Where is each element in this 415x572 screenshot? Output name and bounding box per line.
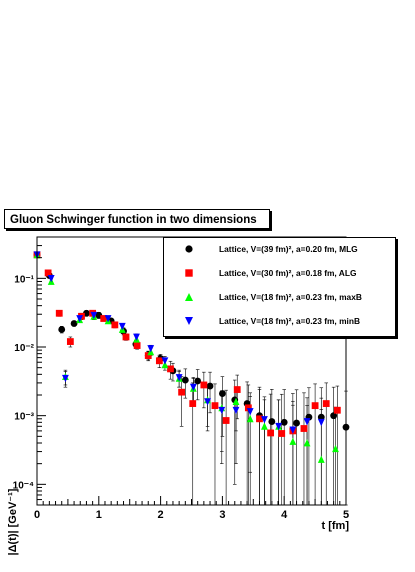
data-point-minb [118,322,126,331]
data-point-alg [333,406,341,414]
data-point-minb [303,418,311,426]
data-point-alg [44,269,52,277]
data-point-minb [76,315,84,323]
data-point-mlg [268,418,276,425]
data-point-mlg [293,419,300,427]
legend-entry-minb: Lattice, V=(18 fm)², a=0.23 fm, minB [164,312,395,330]
data-point-alg [200,381,208,389]
data-point-minb [261,416,268,424]
data-point-mlg [317,413,325,421]
data-point-minb [189,383,197,392]
data-point-minb [133,333,140,341]
data-point-alg [233,386,241,393]
data-point-mlg [330,412,338,420]
y-tick-label: 10⁻³ [14,412,34,423]
data-point-alg [144,352,152,359]
data-point-alg [256,415,263,423]
data-point-mlg [219,390,226,397]
data-point-maxb [303,439,311,447]
data-point-alg [111,321,119,329]
data-point-maxb [317,455,325,463]
data-point-alg [133,342,141,349]
data-point-minb [275,422,283,431]
data-point-alg [311,402,319,410]
data-point-mlg [70,320,78,327]
data-point-minb [289,426,297,434]
axis-ticks: 0 1 2 3 4 5 10⁻⁴ 10⁻³ 10⁻² 10⁻¹ [13,236,349,521]
data-point-minb [232,406,240,415]
data-point-alg [300,425,308,432]
data-point-minb [47,274,55,283]
data-point-minb [317,418,325,427]
data-point-minb [90,311,98,320]
legend-label-mlg: Lattice, V=(39 fm)², a=0.20 fm, MLG [219,244,358,254]
y-tick-label: 10⁻⁴ [13,480,34,491]
data-point-alg [267,429,275,437]
legend-label-minb: Lattice, V=(18 fm)², a=0.23 fm, minB [219,316,361,326]
data-point-alg [167,365,174,373]
data-point-alg [189,400,197,407]
data-point-maxb [246,414,254,423]
legend-entry-alg: Lattice, V=(30 fm)², a=0.18 fm, ALG [164,264,395,282]
legend-label-maxb: Lattice, V=(18 fm)², a=0.23 fm, maxB [219,292,362,302]
data-point-alg [100,315,108,322]
x-tick-label: 0 [34,509,40,521]
data-point-alg [155,357,163,365]
chart-title: Gluon Schwinger function in two dimensio… [4,209,270,229]
data-point-mlg [181,376,189,384]
data-point-alg [222,417,230,424]
data-point-alg [322,400,330,407]
x-tick-label: 5 [343,509,349,521]
data-markers [33,250,350,463]
legend-entry-maxb: Lattice, V=(18 fm)², a=0.23 fm, maxB [164,288,395,306]
data-point-mlg [58,326,66,333]
y-tick-label: 10⁻¹ [14,274,34,285]
x-tick-label: 2 [158,509,164,521]
legend-entry-mlg: Lattice, V=(39 fm)², a=0.20 fm, MLG [164,240,395,258]
x-tick-label: 1 [96,509,102,521]
data-point-mlg [206,382,214,390]
data-point-alg [178,388,186,396]
x-tick-label: 4 [281,509,288,521]
legend: Lattice, V=(39 fm)², a=0.20 fm, MLG Latt… [163,237,396,337]
data-point-maxb [332,444,339,453]
triangle-down-marker-icon [185,317,193,325]
x-tick-label: 3 [219,509,225,521]
y-tick-label: 10⁻² [14,343,34,354]
data-point-alg [278,430,286,437]
data-point-minb [62,374,69,383]
triangle-up-marker-icon [185,293,193,301]
data-point-maxb [289,437,297,445]
data-point-minb [175,374,183,382]
data-point-minb [147,345,155,353]
data-point-alg [244,404,252,412]
data-point-alg [211,402,219,410]
data-point-alg [55,309,63,317]
data-point-minb [218,406,226,415]
data-point-maxb [261,422,268,430]
data-point-alg [66,338,74,345]
circle-marker-icon [185,245,193,253]
legend-label-alg: Lattice, V=(30 fm)², a=0.18 fm, ALG [219,268,357,278]
data-point-mlg [194,377,202,385]
data-point-mlg [280,418,288,426]
square-marker-icon [185,269,193,277]
y-axis-label: |Δ(t)| [GeV⁻¹] [7,488,19,556]
data-point-maxb [232,397,240,406]
x-axis-label: t [fm] [321,520,350,532]
data-point-minb [161,357,169,365]
data-point-minb [246,408,254,416]
schwinger-function-plot: 0 1 2 3 4 5 10⁻⁴ 10⁻³ 10⁻² 10⁻¹ [13,236,350,521]
data-point-minb [104,315,112,323]
data-point-alg [122,333,130,341]
data-point-minb [204,398,211,406]
